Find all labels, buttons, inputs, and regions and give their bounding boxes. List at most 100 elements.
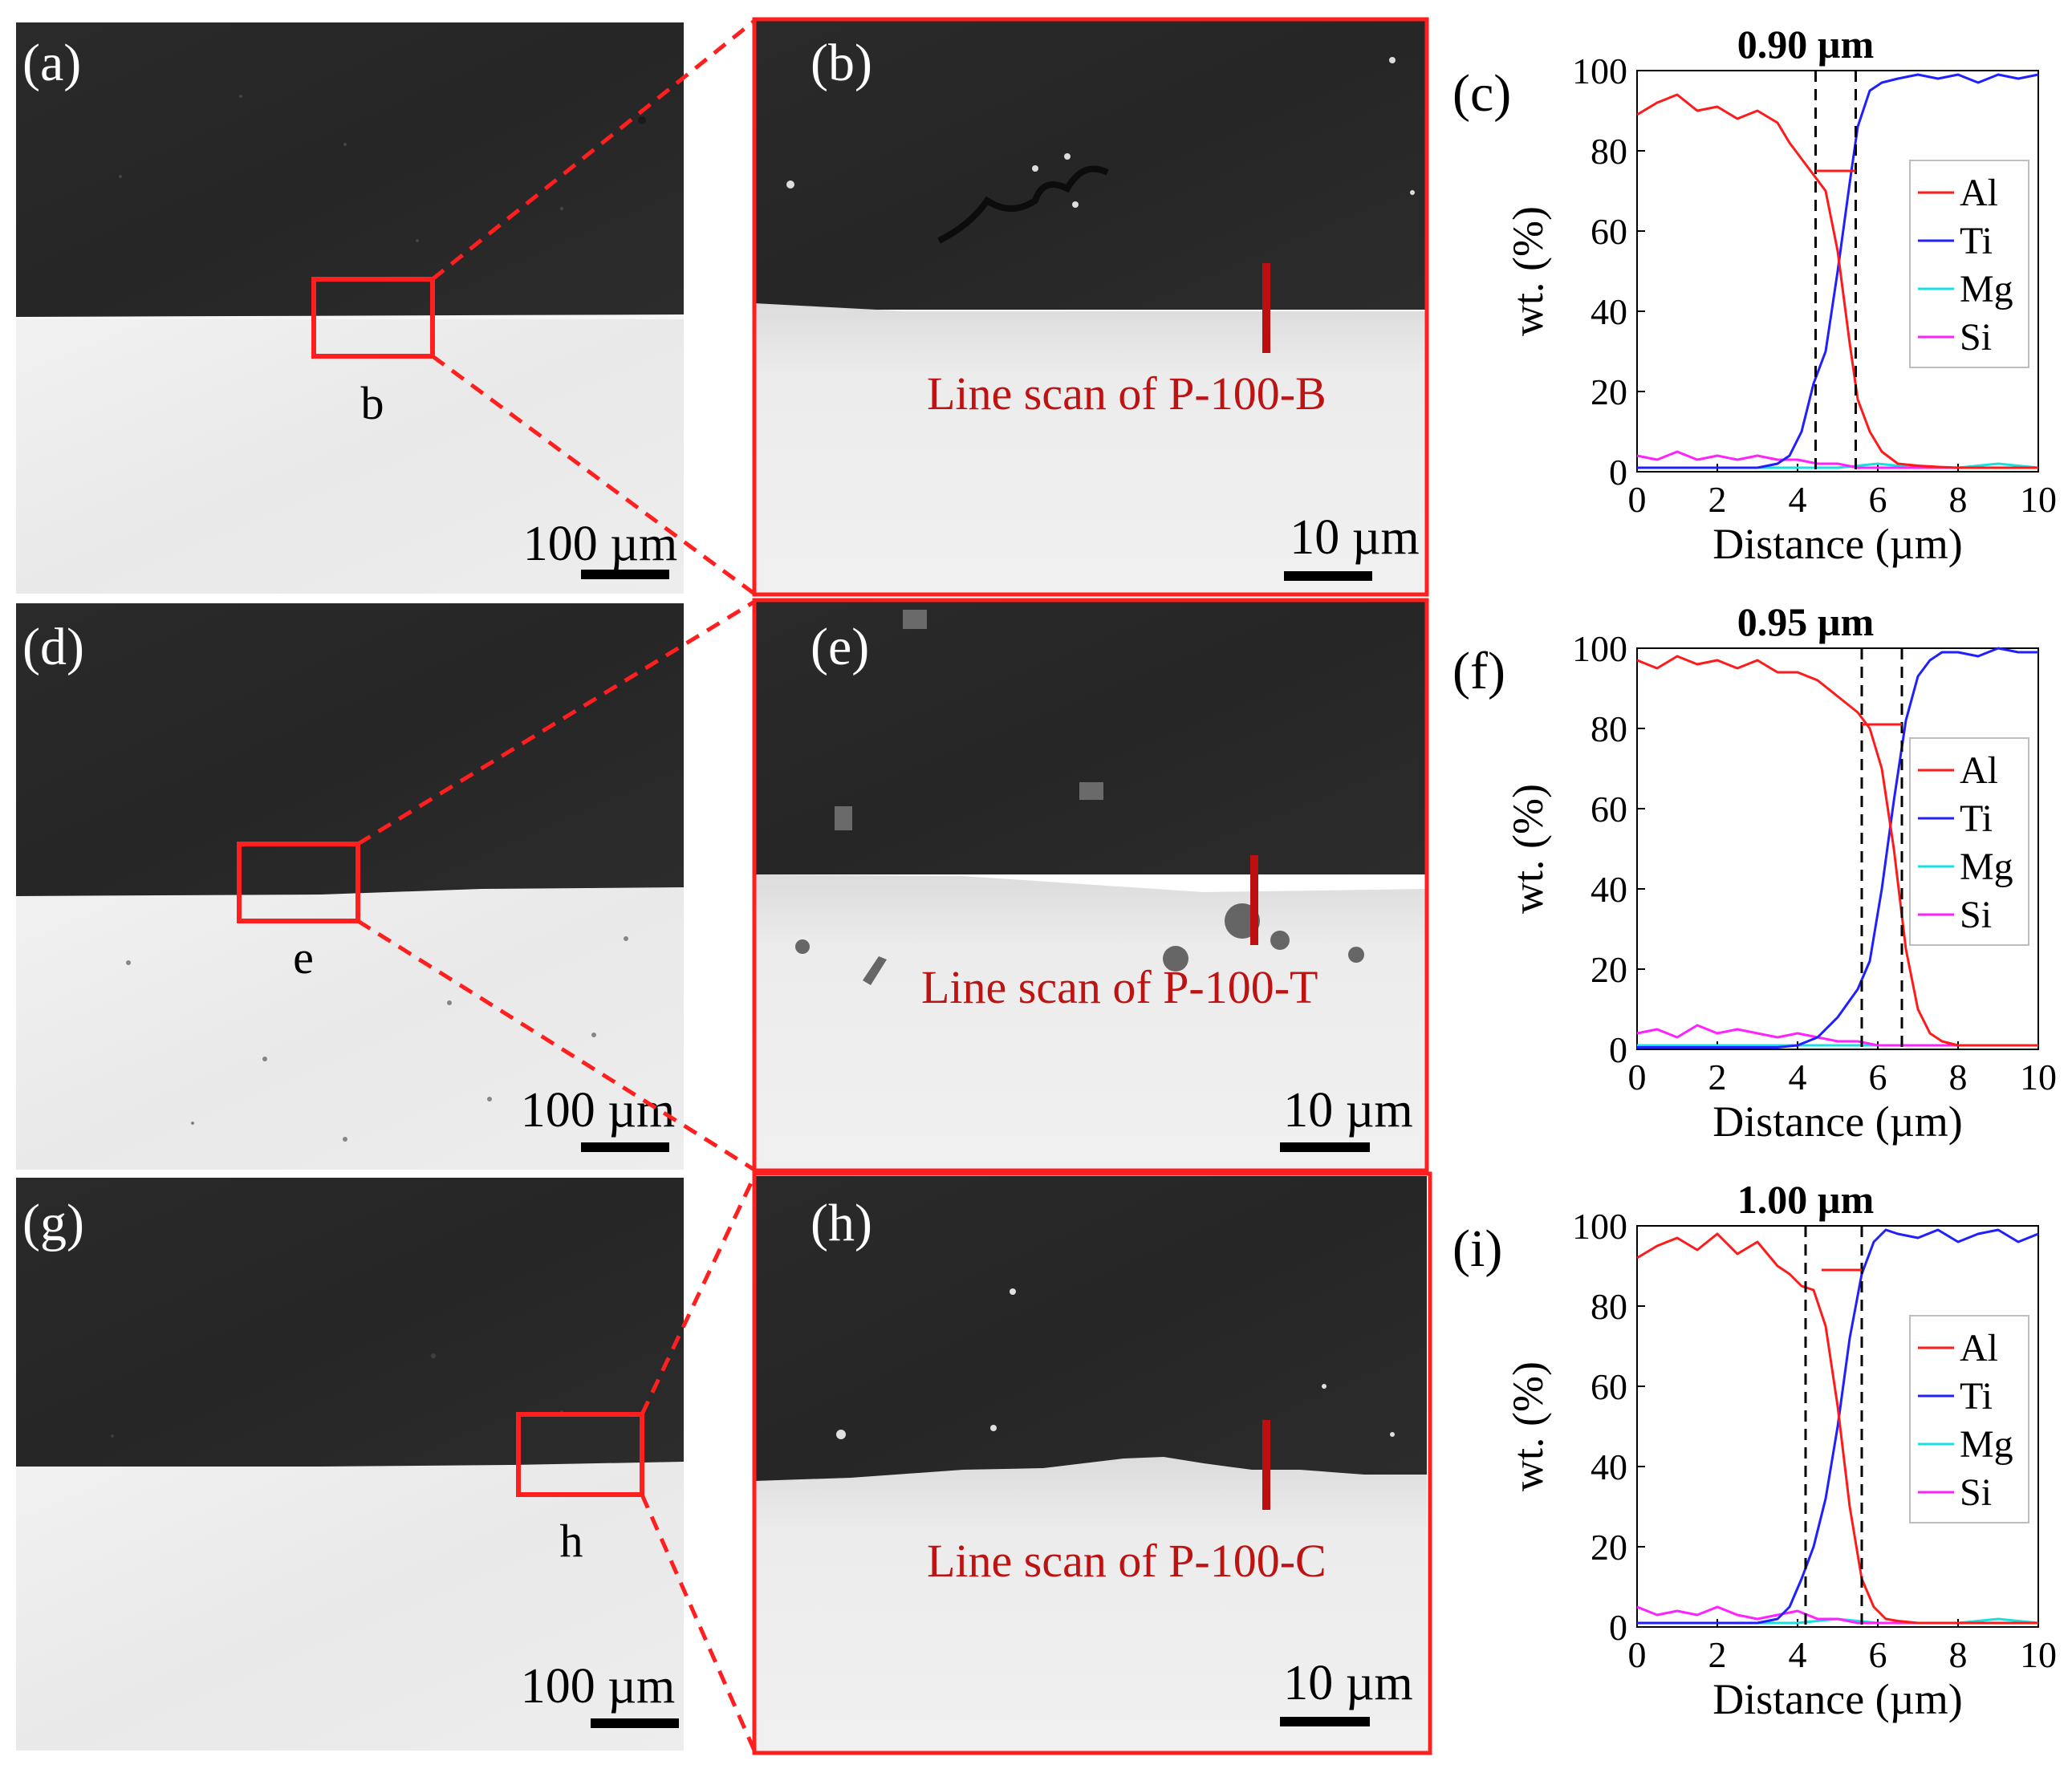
y-tick-label: 100 [1572, 628, 1627, 669]
series-line-ti [1637, 1228, 2039, 1625]
zoom-connectors [356, 19, 757, 1752]
panel-label-chart: (i) [1452, 1219, 1502, 1278]
panel-d: (d) e 100 µm [16, 603, 684, 1170]
y-tick-label: 80 [1591, 1286, 1627, 1327]
series-line-si [1636, 1024, 2038, 1047]
legend-box [1909, 737, 2029, 946]
scale-label-h: 10 µm [1283, 1656, 1412, 1710]
scan-line-b [1262, 263, 1270, 353]
x-tick-label: 10 [2020, 479, 2057, 520]
x-tick-label: 8 [1949, 1634, 1968, 1675]
scale-bar-g [591, 1718, 679, 1728]
y-axis-title: wt. (%) [1504, 1361, 1552, 1491]
panel-b: (b) Line scan of P-100-B 10 µm [754, 21, 1427, 594]
legend-box [1909, 1315, 2029, 1523]
x-axis-title: Distance (µm) [1712, 1097, 1963, 1146]
scale-bar-e [1280, 1142, 1370, 1152]
scale-bar-b [1284, 571, 1372, 581]
series-line-al [1636, 655, 2038, 1047]
x-tick-label: 4 [1789, 479, 1807, 520]
y-tick-label: 0 [1609, 452, 1627, 493]
interface-width-label: 0.95 µm [1737, 599, 1874, 644]
y-tick-label: 100 [1572, 51, 1627, 91]
scale-bar-a [581, 570, 669, 579]
x-tick-label: 2 [1708, 479, 1727, 520]
y-axis-title: wt. (%) [1504, 206, 1552, 336]
scan-label-h: Line scan of P-100-C [927, 1535, 1326, 1587]
x-tick-label: 0 [1628, 1634, 1647, 1675]
legend-label-al: Al [1960, 1327, 1998, 1369]
legend-label-mg: Mg [1960, 268, 2013, 310]
series-line-al [1636, 1232, 2038, 1625]
x-tick-label: 4 [1789, 1057, 1807, 1097]
plot-frame [1636, 1225, 2039, 1628]
x-tick-label: 4 [1789, 1634, 1807, 1675]
legend-label-mg: Mg [1960, 1423, 2013, 1466]
panel-a: (a) b 100 µm [16, 22, 684, 594]
interface-width-label: 0.90 µm [1737, 22, 1874, 67]
zoom-box-b [311, 277, 435, 359]
zoom-box-h [516, 1412, 644, 1497]
legend-label-mg: Mg [1960, 846, 2013, 888]
x-axis-title: Distance (µm) [1712, 520, 1963, 568]
y-tick-label: 0 [1609, 1029, 1627, 1070]
legend-label-al: Al [1960, 172, 1998, 214]
scan-label-e: Line scan of P-100-T [921, 961, 1318, 1013]
legend-label-ti: Ti [1960, 220, 1993, 262]
x-tick-label: 8 [1949, 1057, 1968, 1097]
y-tick-label: 20 [1591, 1527, 1627, 1568]
x-tick-label: 0 [1628, 1057, 1647, 1097]
x-tick-label: 2 [1708, 1634, 1727, 1675]
x-tick-label: 10 [2020, 1634, 2057, 1675]
plot-frame [1636, 70, 2039, 473]
panel-label-e: (e) [811, 618, 869, 676]
legend-label-ti: Ti [1960, 797, 1993, 840]
y-tick-label: 60 [1591, 1366, 1627, 1407]
x-tick-label: 0 [1628, 479, 1647, 520]
y-tick-label: 40 [1591, 1446, 1627, 1487]
scan-line-e [1250, 855, 1258, 945]
legend-box [1909, 160, 2029, 368]
panel-label-chart: (f) [1452, 642, 1505, 700]
panel-label-a: (a) [22, 34, 81, 92]
scan-line-h [1262, 1420, 1270, 1510]
x-axis-title: Distance (µm) [1712, 1675, 1963, 1723]
y-tick-label: 0 [1609, 1607, 1627, 1648]
x-tick-label: 6 [1869, 1057, 1887, 1097]
y-tick-label: 40 [1591, 291, 1627, 332]
plot-frame [1636, 647, 2039, 1050]
y-tick-label: 60 [1591, 789, 1627, 830]
y-tick-label: 80 [1591, 131, 1627, 172]
y-axis-title: wt. (%) [1504, 784, 1552, 914]
y-tick-label: 40 [1591, 869, 1627, 910]
y-tick-label: 60 [1591, 211, 1627, 252]
x-tick-label: 8 [1949, 479, 1968, 520]
y-tick-label: 100 [1572, 1206, 1627, 1247]
x-tick-label: 6 [1869, 1634, 1887, 1675]
panel-label-d: (d) [22, 618, 84, 676]
panel-h: (h) Line scan of P-100-C 10 µm [754, 1176, 1427, 1753]
y-tick-label: 20 [1591, 949, 1627, 990]
legend-label-ti: Ti [1960, 1375, 1993, 1418]
scale-bar-d [581, 1142, 669, 1152]
scale-bar-h [1280, 1717, 1370, 1726]
scale-label-d: 100 µm [521, 1083, 675, 1138]
high-mag-frames [752, 17, 1432, 1755]
scan-label-b: Line scan of P-100-B [927, 367, 1326, 420]
series-line-ti [1637, 647, 2038, 1049]
panel-g: (g) h 100 µm [16, 1178, 684, 1751]
zoom-box-e [237, 842, 360, 923]
y-tick-label: 20 [1591, 371, 1627, 412]
series-line-ti [1637, 73, 2039, 469]
scale-label-a: 100 µm [523, 517, 677, 571]
x-tick-label: 6 [1869, 479, 1887, 520]
panel-label-chart: (c) [1452, 64, 1511, 123]
legend-label-si: Si [1960, 316, 1992, 359]
panel-label-g: (g) [22, 1194, 84, 1252]
interface-width-label: 1.00 µm [1737, 1177, 1874, 1222]
panel-e: (e) Line scan of P-100-T 10 µm [754, 602, 1427, 1170]
panel-label-b: (b) [811, 34, 872, 92]
legend-label-al: Al [1960, 749, 1998, 792]
